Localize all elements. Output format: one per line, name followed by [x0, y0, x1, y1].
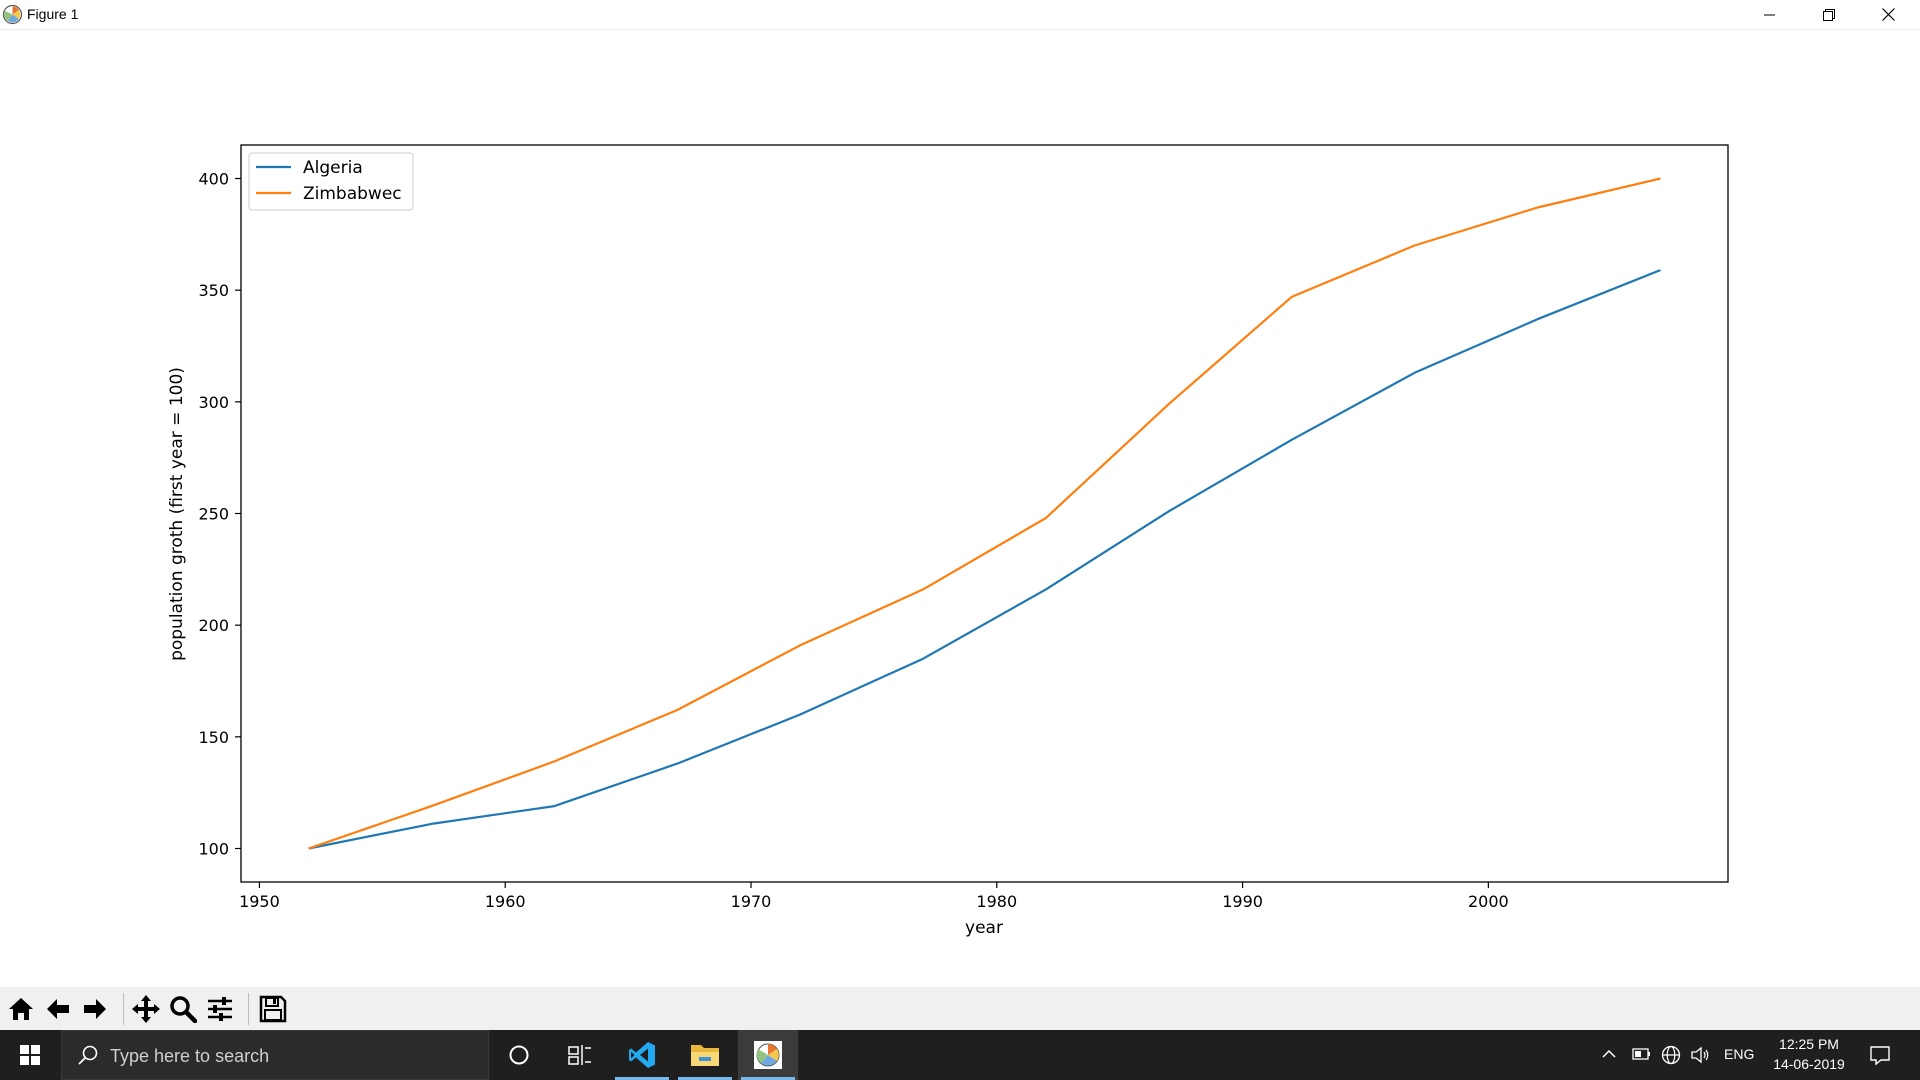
- y-tick-label: 300: [198, 393, 229, 412]
- taskbar-clock[interactable]: 12:25 PM 14-06-2019: [1764, 1034, 1854, 1074]
- x-tick-label: 1960: [485, 892, 526, 911]
- taskbar-app-file-explorer[interactable]: [675, 1030, 735, 1080]
- vscode-active-indicator: [615, 1077, 669, 1080]
- network-globe-icon[interactable]: [1661, 1045, 1681, 1065]
- minimize-button[interactable]: [1741, 0, 1799, 29]
- home-button[interactable]: [4, 992, 38, 1026]
- maximize-icon: [1823, 8, 1835, 21]
- maximize-button[interactable]: [1800, 0, 1858, 29]
- legend: Algeria Zimbabwec: [248, 152, 414, 211]
- matplotlib-icon: [2, 4, 23, 25]
- show-hidden-icons-chevron-up-icon[interactable]: [1601, 1047, 1617, 1061]
- action-center-notification-icon[interactable]: [1869, 1044, 1891, 1066]
- toolbar-separator: [123, 993, 124, 1025]
- figure-active-indicator: [741, 1077, 795, 1080]
- start-button[interactable]: [0, 1030, 60, 1080]
- configure-subplots-button[interactable]: [203, 992, 237, 1026]
- y-tick-label: 400: [198, 170, 229, 189]
- file-explorer-icon: [691, 1045, 719, 1066]
- task-view-button[interactable]: [550, 1030, 610, 1080]
- window-title: Figure 1: [27, 6, 79, 22]
- cortana-circle-icon: [509, 1045, 529, 1065]
- home-icon: [9, 998, 33, 1020]
- legend-label-algeria: Algeria: [303, 158, 363, 178]
- y-axis-label: population groth (first year = 100): [167, 367, 187, 661]
- matplotlib-figure-icon: [754, 1041, 782, 1069]
- taskbar-app-vscode[interactable]: [612, 1030, 672, 1080]
- windows-logo-icon: [20, 1045, 40, 1065]
- x-tick-label: 1980: [976, 892, 1017, 911]
- forward-button[interactable]: [78, 992, 112, 1026]
- line-chart: 1950 1960 1970 1980 1990 2000 100 150 200 250 300 3…: [167, 144, 1729, 938]
- close-icon: [1881, 8, 1895, 21]
- y-tick-label: 200: [198, 616, 229, 635]
- y-tick-label: 350: [198, 281, 229, 300]
- pan-icon: [132, 995, 160, 1023]
- axes-frame: [240, 144, 1729, 883]
- pan-button[interactable]: [129, 992, 163, 1026]
- clock-time: 12:25 PM: [1779, 1036, 1839, 1052]
- save-floppy-icon: [259, 995, 287, 1023]
- subplots-configure-icon: [208, 997, 232, 1021]
- save-button[interactable]: [256, 992, 290, 1026]
- windows-taskbar: Type here to search: [0, 1030, 1920, 1080]
- battery-icon[interactable]: [1632, 1047, 1652, 1061]
- zoom-magnifier-icon: [170, 996, 197, 1023]
- cortana-button[interactable]: [489, 1030, 549, 1080]
- search-placeholder: Type here to search: [110, 1046, 270, 1066]
- input-language-indicator[interactable]: ENG: [1724, 1046, 1755, 1062]
- forward-arrow-icon: [84, 999, 106, 1019]
- y-tick-label: 150: [198, 728, 229, 747]
- series-line-algeria: [308, 269, 1661, 850]
- y-tick-label: 250: [198, 505, 229, 524]
- task-view-icon: [568, 1045, 591, 1065]
- y-tick-label: 100: [198, 840, 229, 859]
- taskbar-app-figure[interactable]: [738, 1030, 798, 1080]
- legend-label-zimbabwec: Zimbabwec: [303, 184, 402, 204]
- x-tick-label: 1950: [239, 892, 280, 911]
- clock-date: 14-06-2019: [1773, 1056, 1845, 1072]
- search-icon: [78, 1045, 98, 1065]
- x-tick-label: 2000: [1468, 892, 1509, 911]
- vscode-icon: [629, 1042, 655, 1068]
- taskbar-search-box[interactable]: Type here to search: [61, 1030, 489, 1080]
- file-explorer-active-indicator: [678, 1077, 732, 1080]
- minimize-icon: [1764, 14, 1775, 15]
- back-button[interactable]: [41, 992, 75, 1026]
- series-line-zimbabwec: [308, 177, 1661, 850]
- close-button[interactable]: [1859, 0, 1917, 29]
- toolbar-separator: [248, 993, 249, 1025]
- x-axis-label: year: [965, 918, 1003, 938]
- back-arrow-icon: [47, 999, 69, 1019]
- navigation-toolbar: [0, 987, 1920, 1030]
- zoom-button[interactable]: [166, 992, 200, 1026]
- x-tick-label: 1990: [1222, 892, 1263, 911]
- x-tick-label: 1970: [731, 892, 772, 911]
- volume-speaker-icon[interactable]: [1690, 1045, 1710, 1065]
- title-bar: Figure 1: [0, 0, 1920, 30]
- figure-canvas[interactable]: 1950 1960 1970 1980 1990 2000 100 150 200 250 300 3…: [0, 30, 1920, 987]
